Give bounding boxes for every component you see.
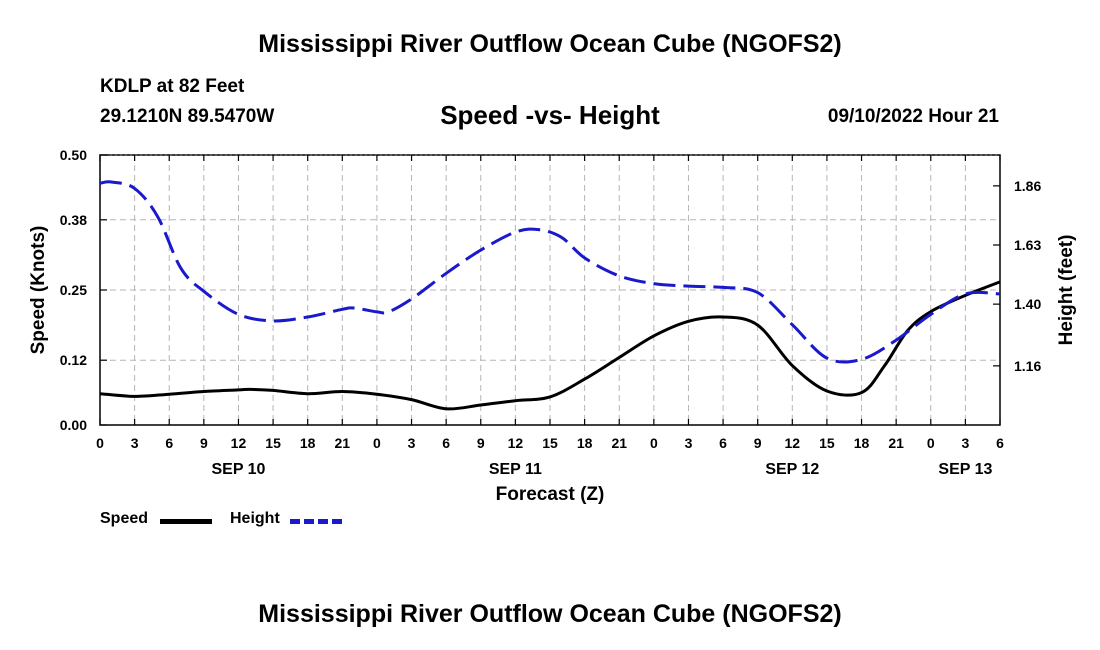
x-tick-label: 15 xyxy=(265,435,281,451)
series-group xyxy=(99,180,1001,411)
y2-tick-label: 1.63 xyxy=(1014,237,1041,253)
grid-lines xyxy=(100,154,1000,425)
x-tick-label: 3 xyxy=(131,435,139,451)
x-tick-label: 18 xyxy=(854,435,870,451)
x-axis-label: Forecast (Z) xyxy=(496,484,605,505)
x-tick-label: 18 xyxy=(577,435,593,451)
x-tick-label: 0 xyxy=(927,435,935,451)
x-tick-label: 0 xyxy=(650,435,658,451)
x-tick-label: 6 xyxy=(719,435,727,451)
coordinates-label: 29.1210N 89.5470W xyxy=(100,106,275,127)
x-tick-label: 12 xyxy=(231,435,247,451)
x-tick-label: 3 xyxy=(685,435,693,451)
datetime-label: 09/10/2022 Hour 21 xyxy=(827,106,999,127)
date-label: SEP 12 xyxy=(765,461,819,478)
y-axis-label: Speed (Knots) xyxy=(28,226,49,355)
y-axis-left: 0.00 0.12 0.25 0.38 0.50 xyxy=(60,147,107,433)
footer-title: Mississippi River Outflow Ocean Cube (NG… xyxy=(258,600,842,628)
x-axis: 0 3 6 9 12 15 18 21 0 3 6 9 12 15 18 21 0 3 6 9 12 15 18 21 0 3 6S… xyxy=(96,155,1004,478)
legend-speed-label: Speed xyxy=(100,510,149,527)
x-tick-label: 12 xyxy=(508,435,524,451)
legend-height-label: Height xyxy=(230,510,280,527)
x-tick-label: 9 xyxy=(477,435,485,451)
x-tick-label: 12 xyxy=(785,435,801,451)
speed-height-chart: 0 3 6 9 12 15 18 21 0 3 6 9 12 15 18 21 0 3 6 9 12 15 18 21 0 3 6S… xyxy=(28,147,1077,505)
x-tick-label: 15 xyxy=(542,435,558,451)
y2-tick-label: 1.40 xyxy=(1014,296,1041,312)
y-tick-label: 0.12 xyxy=(60,352,87,368)
y-tick-label: 0.00 xyxy=(60,417,87,433)
x-tick-label: 18 xyxy=(300,435,316,451)
x-tick-label: 3 xyxy=(961,435,969,451)
x-tick-label: 6 xyxy=(442,435,450,451)
y-tick-label: 0.25 xyxy=(60,282,87,298)
y-tick-label: 0.50 xyxy=(60,147,87,163)
y-axis-right: 1.16 1.40 1.63 1.86 xyxy=(993,178,1041,374)
date-label: SEP 13 xyxy=(938,461,992,478)
x-tick-label: 6 xyxy=(165,435,173,451)
y-tick-label: 0.38 xyxy=(60,212,87,228)
x-tick-label: 0 xyxy=(373,435,381,451)
series-line-height xyxy=(99,180,1001,364)
x-tick-label: 9 xyxy=(754,435,762,451)
x-tick-label: 21 xyxy=(335,435,351,451)
date-label: SEP 11 xyxy=(489,461,542,478)
y2-tick-label: 1.16 xyxy=(1014,358,1041,374)
x-tick-label: 3 xyxy=(408,435,416,451)
legend-height-swatch xyxy=(290,519,342,524)
date-label: SEP 10 xyxy=(211,461,265,478)
x-tick-label: 6 xyxy=(996,435,1004,451)
legend-speed-swatch xyxy=(160,519,212,524)
x-tick-label: 21 xyxy=(888,435,904,451)
chart-subtitle: Speed -vs- Height xyxy=(440,100,660,130)
x-tick-label: 15 xyxy=(819,435,835,451)
y2-axis-label: Height (feet) xyxy=(1056,235,1077,346)
y2-tick-label: 1.86 xyxy=(1014,178,1041,194)
series-line-speed xyxy=(99,280,1001,411)
chart-title: Mississippi River Outflow Ocean Cube (NG… xyxy=(258,30,842,58)
x-tick-label: 21 xyxy=(611,435,627,451)
x-tick-label: 0 xyxy=(96,435,104,451)
x-tick-label: 9 xyxy=(200,435,208,451)
station-label: KDLP at 82 Feet xyxy=(100,76,245,97)
